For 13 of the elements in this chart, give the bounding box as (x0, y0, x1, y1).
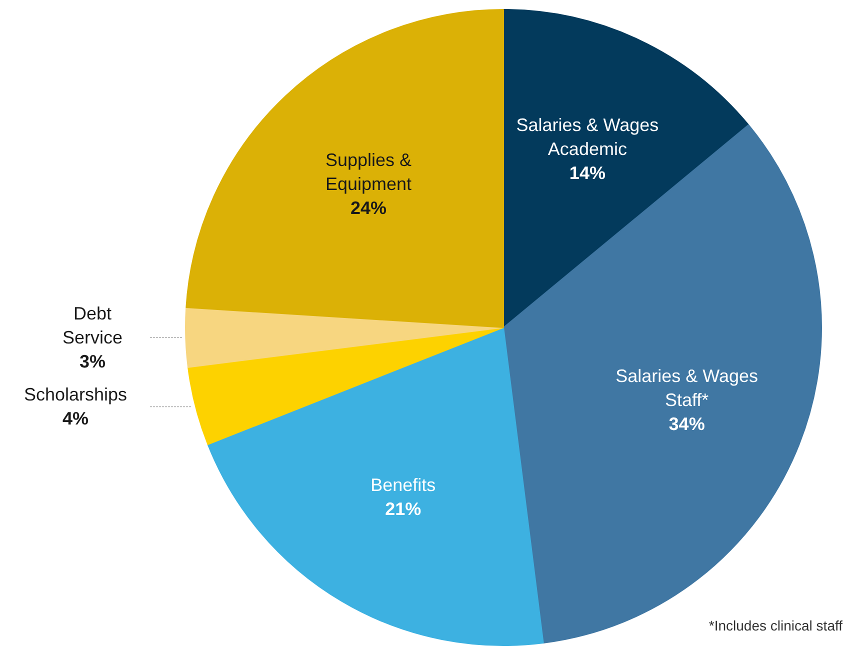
slice-label: Benefits (370, 475, 436, 496)
slice-label: Salaries & Wages Staff* (616, 366, 758, 410)
data-label: 34% (668, 414, 705, 434)
data-label: 21% (385, 499, 422, 520)
data-label: 4% (62, 408, 89, 429)
slice-label: Debt Service (62, 303, 123, 348)
slice-label: Salaries & Wages Academic (516, 115, 659, 160)
data-label: 24% (350, 198, 387, 218)
text: *Includes clinical staff (708, 618, 843, 634)
slice-label: Supplies & Equipment (326, 150, 412, 194)
data-label: 14% (569, 163, 606, 184)
data-label: 3% (79, 351, 106, 372)
slice-label: Scholarships (24, 384, 128, 405)
